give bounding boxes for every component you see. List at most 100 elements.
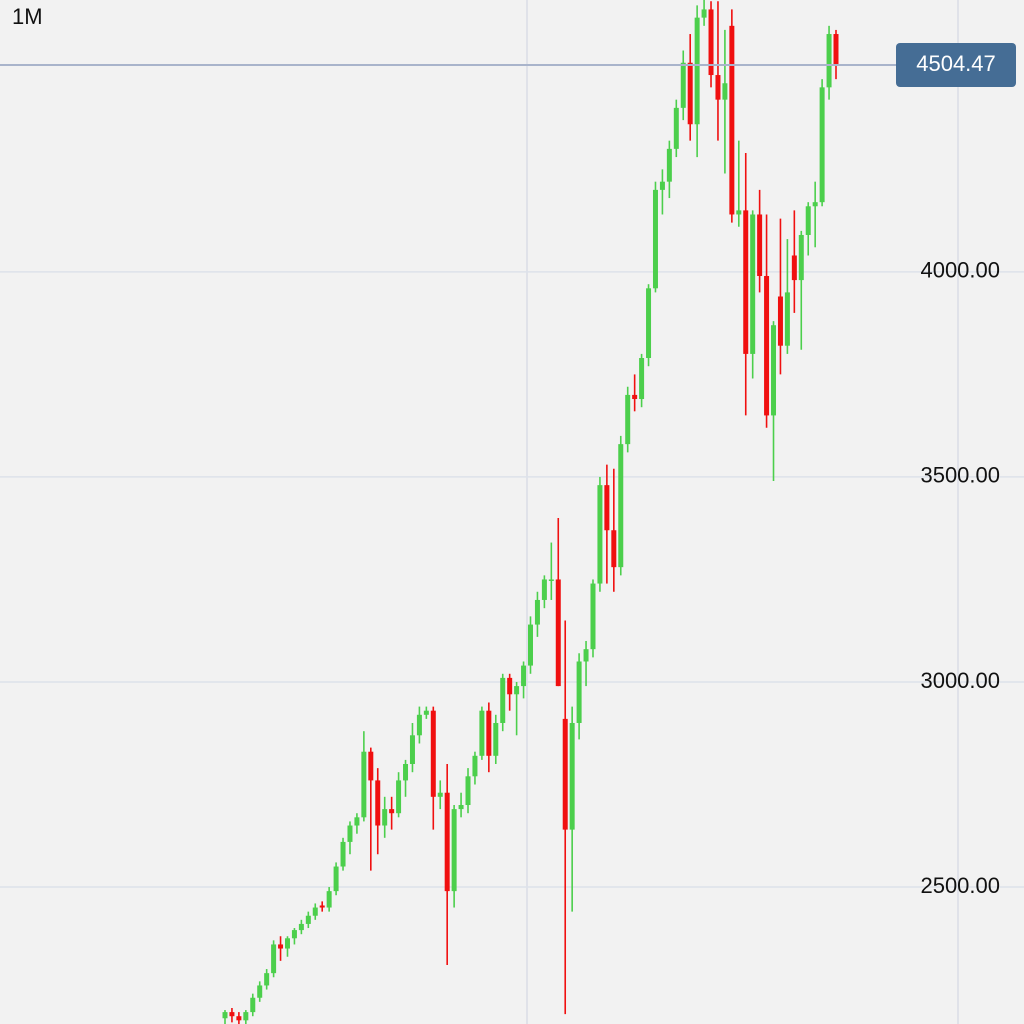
candle-body [569,722,575,830]
candle-body [493,722,499,756]
candle-body [805,206,811,235]
candle-body [590,583,596,650]
candle-body [250,997,256,1013]
candle-body [597,485,603,584]
candle-body [361,751,367,818]
candle-body [514,686,520,695]
candle-body [833,34,839,66]
candle-body [375,780,381,826]
candle-body [604,485,610,531]
candle-body [298,923,304,931]
grid [0,271,1024,888]
candle-body [812,202,818,207]
candle-body [562,718,568,830]
candle-body [639,358,645,400]
candle-body [403,764,409,781]
candle-body [701,9,707,18]
overlay: 2500.00 3000.00 3500.00 4000.00 4504.47 [0,43,1016,898]
candle-body [437,792,443,797]
candle-body [278,944,284,949]
candle-body [784,292,790,346]
candle-body [305,915,311,924]
candle-body [236,1016,242,1021]
candle-body [743,210,749,354]
candle-body [222,1012,228,1019]
y-tick-label: 3000.00 [920,668,1000,693]
candle-body [451,809,457,892]
candle-body [771,325,777,416]
candle-body [409,735,415,765]
candle-body [625,394,631,445]
candle-body [632,394,638,400]
candle-body [777,296,783,346]
candle-body [583,649,589,662]
candle-body [757,214,763,276]
candle-body [416,714,422,736]
candle-body [750,214,756,354]
candle-body [326,891,332,908]
candle-body [541,579,547,600]
candle-body [291,930,297,939]
y-tick-label: 4000.00 [920,258,1000,283]
candle-body [618,444,624,568]
candles [222,0,839,1024]
candle-body [354,817,360,826]
candle-body [736,210,742,215]
candle-body [576,661,582,723]
candle-body [673,107,679,149]
candle-body [389,809,395,814]
candle-body [396,780,402,814]
candle-body [534,599,540,625]
candle-body [271,944,277,974]
candle-body [243,1012,249,1021]
candle-body [694,17,700,125]
candle-body [826,34,832,88]
candle-body [472,755,478,777]
candle-body [507,677,513,695]
candle-body [528,624,533,666]
current-price-label: 4504.47 [916,51,996,76]
candle-body [444,792,450,892]
candle-body [229,1012,235,1017]
candle-body [479,710,485,756]
candle-body [382,809,388,826]
candle-body [521,665,527,687]
candle-body [555,579,561,687]
candle-body [368,751,374,781]
candle-body [486,710,492,756]
candle-body [708,9,714,76]
candle-body [666,148,672,182]
candle-body [500,677,506,723]
candle-body [715,75,721,100]
candle-body [333,866,339,892]
candle-body [312,907,318,916]
y-tick-label: 3500.00 [920,463,1000,488]
candle-body [798,234,804,281]
candle-body [319,905,325,908]
candle-body [791,255,797,281]
candle-body [729,25,735,215]
candle-body [284,938,290,949]
candle-body [347,825,353,842]
candle-body [257,985,263,998]
candle-body [819,87,825,203]
timeframe-label: 1M [12,4,43,29]
candle-body [611,530,617,568]
candle-body [458,805,464,810]
candle-body [264,973,270,986]
candle-body [423,710,429,715]
candle-body [764,275,770,416]
candle-body [646,288,652,359]
current-price-box [896,43,1016,88]
candle-body [680,62,686,108]
candle-body [430,710,436,797]
candle-body [465,776,471,806]
candle-body [659,181,665,190]
y-tick-label: 2500.00 [920,873,1000,898]
candle-body [652,189,658,289]
candle-body [722,83,728,100]
candle-body [548,579,554,581]
candle-body [340,841,346,867]
